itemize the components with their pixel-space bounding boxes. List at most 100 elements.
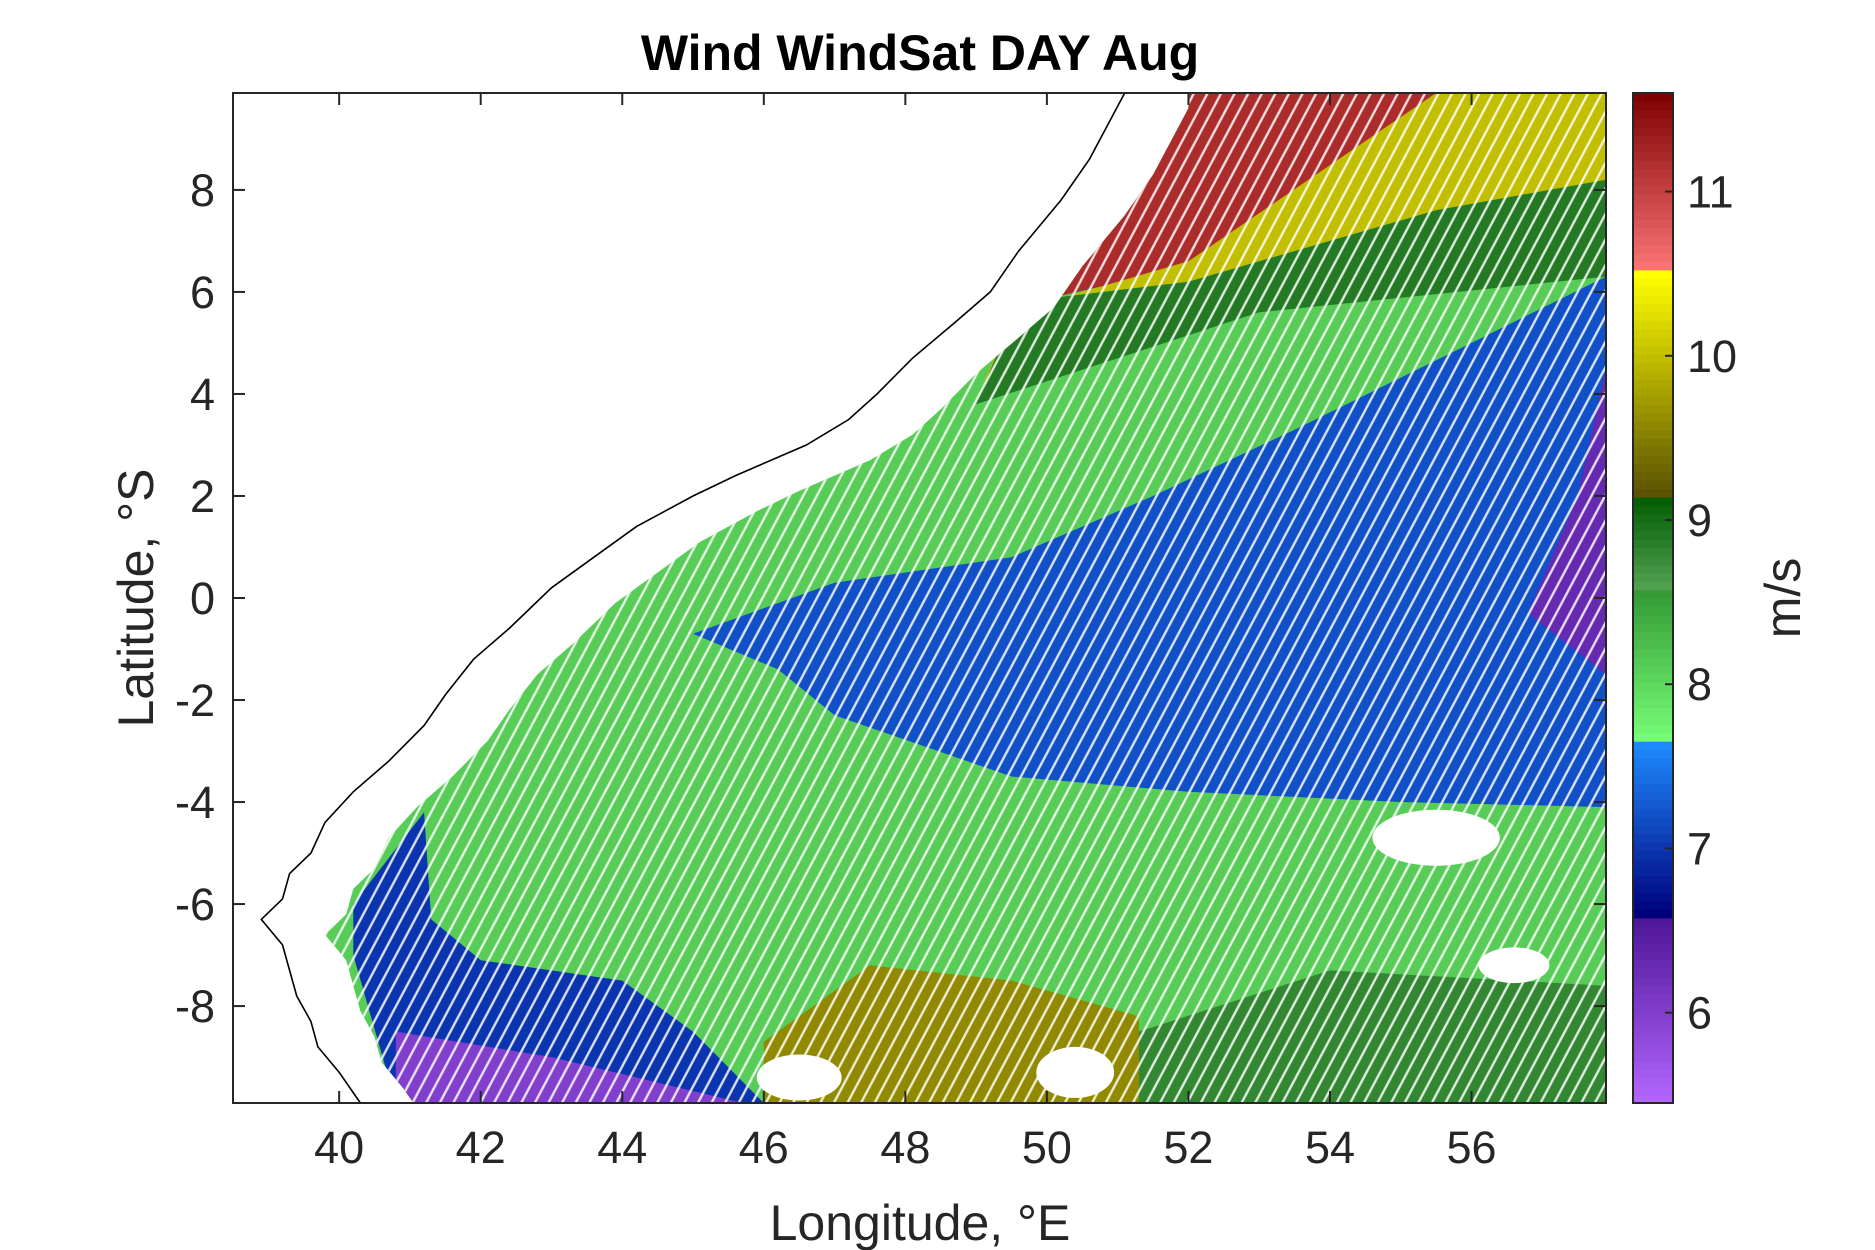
colorbar-cell (1633, 892, 1673, 902)
x-tick-label: 40 (314, 1122, 364, 1173)
colorbar-cell (1633, 690, 1673, 700)
x-axis-label: Longitude, °E (770, 1195, 1071, 1250)
colorbar-tick-label: 8 (1687, 659, 1712, 710)
colorbar-cell (1633, 766, 1673, 776)
colorbar-cell (1633, 1060, 1673, 1070)
colorbar-cell (1633, 1035, 1673, 1045)
colorbar-cell (1633, 757, 1673, 767)
colorbar-cell (1633, 244, 1673, 254)
colorbar-cell (1633, 555, 1673, 565)
colorbar-cell (1633, 926, 1673, 936)
colorbar-cell (1633, 177, 1673, 187)
colorbar-tick-label: 6 (1687, 988, 1712, 1039)
x-tick-label: 52 (1163, 1122, 1213, 1173)
colorbar-cell (1633, 429, 1673, 439)
colorbar-cell (1633, 320, 1673, 330)
chart-title: Wind WindSat DAY Aug (641, 25, 1199, 81)
coastline (260, 93, 1126, 1103)
colorbar-cell (1633, 1010, 1673, 1020)
colorbar-cell (1633, 286, 1673, 296)
colorbar-label: m/s (1755, 558, 1811, 639)
colorbar-cell (1633, 421, 1673, 431)
colorbar-cell (1633, 648, 1673, 658)
colorbar-cell (1633, 379, 1673, 389)
colorbar-cell (1633, 446, 1673, 456)
data-gaps (756, 809, 1550, 1101)
x-tick-label: 48 (880, 1122, 930, 1173)
colorbar-cell (1633, 682, 1673, 692)
colorbar-cell (1633, 160, 1673, 170)
colorbar-cell (1633, 934, 1673, 944)
colorbar-cell (1633, 951, 1673, 961)
x-tick-label: 44 (597, 1122, 647, 1173)
colorbar-cell (1633, 699, 1673, 709)
colorbar-cell (1633, 101, 1673, 111)
colorbar-cell (1633, 337, 1673, 347)
colorbar-cell (1633, 396, 1673, 406)
x-tick-label: 56 (1446, 1122, 1496, 1173)
colorbar-cell (1633, 1002, 1673, 1012)
y-tick-label: -8 (175, 981, 215, 1032)
y-tick-label: -4 (175, 777, 215, 828)
colorbar-cell (1633, 194, 1673, 204)
x-axis-ticks: 40 42 44 46 48 50 52 54 56 (314, 93, 1497, 1173)
colorbar-cell (1633, 1018, 1673, 1028)
colorbar-cell (1633, 917, 1673, 927)
x-tick-label: 54 (1305, 1122, 1355, 1173)
colorbar-cell (1633, 572, 1673, 582)
colorbar-cell (1633, 976, 1673, 986)
x-tick-label: 42 (456, 1122, 506, 1173)
colorbar-tick-label: 10 (1687, 331, 1737, 382)
colorbar-cell (1633, 850, 1673, 860)
colorbar-cell (1633, 362, 1673, 372)
colorbar-cell (1633, 522, 1673, 532)
colorbar-cell (1633, 631, 1673, 641)
colorbar-cell (1633, 707, 1673, 717)
colorbar (1633, 93, 1673, 1104)
colorbar-cell (1633, 488, 1673, 498)
colorbar-ticks: 11 10 9 8 7 6 (1665, 167, 1737, 1039)
y-tick-label: 6 (190, 267, 215, 318)
colorbar-cell (1633, 93, 1673, 103)
wind-swath (325, 93, 1606, 1103)
colorbar-cell (1633, 858, 1673, 868)
data-gap (756, 1054, 842, 1101)
colorbar-cell (1633, 1077, 1673, 1087)
colorbar-cell (1633, 539, 1673, 549)
colorbar-cell (1633, 993, 1673, 1003)
colorbar-cell (1633, 875, 1673, 885)
y-tick-label: 4 (190, 369, 215, 420)
colorbar-cell (1633, 724, 1673, 734)
colorbar-cell (1633, 867, 1673, 877)
colorbar-cell (1633, 985, 1673, 995)
colorbar-cell (1633, 656, 1673, 666)
colorbar-cell (1633, 412, 1673, 422)
colorbar-cell (1633, 1069, 1673, 1079)
colorbar-cell (1633, 345, 1673, 355)
colorbar-cell (1633, 513, 1673, 523)
colorbar-cell (1633, 968, 1673, 978)
colorbar-cell (1633, 774, 1673, 784)
y-axis-label: Latitude, °S (108, 468, 164, 727)
colorbar-tick-label: 9 (1687, 495, 1712, 546)
colorbar-cell (1633, 219, 1673, 229)
colorbar-cell (1633, 471, 1673, 481)
colorbar-cell (1633, 1052, 1673, 1062)
y-tick-label: 8 (190, 165, 215, 216)
colorbar-tick-label: 7 (1687, 823, 1712, 874)
colorbar-cell (1633, 665, 1673, 675)
colorbar-cell (1633, 959, 1673, 969)
colorbar-cell (1633, 151, 1673, 161)
colorbar-cell (1633, 295, 1673, 305)
colorbar-cell (1633, 614, 1673, 624)
y-axis-ticks: 8 6 4 2 0 -2 -4 -6 -8 (175, 165, 1606, 1032)
y-tick-label: -6 (175, 879, 215, 930)
colorbar-cell (1633, 438, 1673, 448)
colorbar-cell (1633, 715, 1673, 725)
colorbar-cell (1633, 598, 1673, 608)
colorbar-cell (1633, 581, 1673, 591)
colorbar-cell (1633, 741, 1673, 751)
colorbar-cell (1633, 749, 1673, 759)
colorbar-cell (1633, 673, 1673, 683)
colorbar-cell (1633, 227, 1673, 237)
